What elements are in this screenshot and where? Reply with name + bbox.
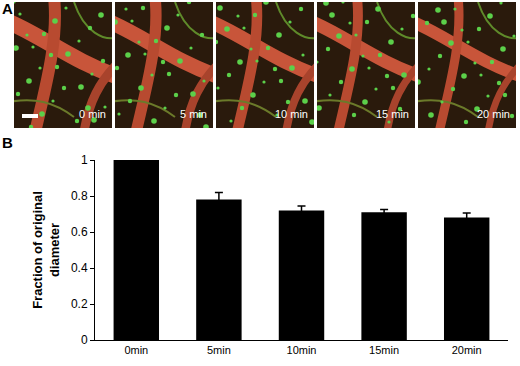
- svg-text:Fraction of originaldiameter: Fraction of originaldiameter: [30, 191, 62, 309]
- svg-text:15 min: 15 min: [376, 108, 409, 120]
- html-text:B: B: [2, 134, 13, 151]
- svg-text:0.6: 0.6: [71, 225, 88, 239]
- svg-text:20min: 20min: [452, 344, 482, 356]
- svg-text:0.8: 0.8: [71, 189, 88, 203]
- svg-text:10min: 10min: [287, 344, 317, 356]
- svg-text:0min: 0min: [124, 344, 148, 356]
- svg-text:5min: 5min: [207, 344, 231, 356]
- svg-text:10 min: 10 min: [275, 108, 308, 120]
- svg-text:20 min: 20 min: [477, 108, 510, 120]
- svg-text:0.2: 0.2: [71, 297, 88, 311]
- svg-text:5 min: 5 min: [180, 108, 207, 120]
- html-text:A: A: [2, 0, 13, 17]
- svg-text:0.4: 0.4: [71, 261, 88, 275]
- svg-text:15min: 15min: [369, 344, 399, 356]
- svg-text:0: 0: [81, 333, 88, 347]
- svg-text:1: 1: [81, 153, 88, 167]
- svg-text:0 min: 0 min: [79, 108, 106, 120]
